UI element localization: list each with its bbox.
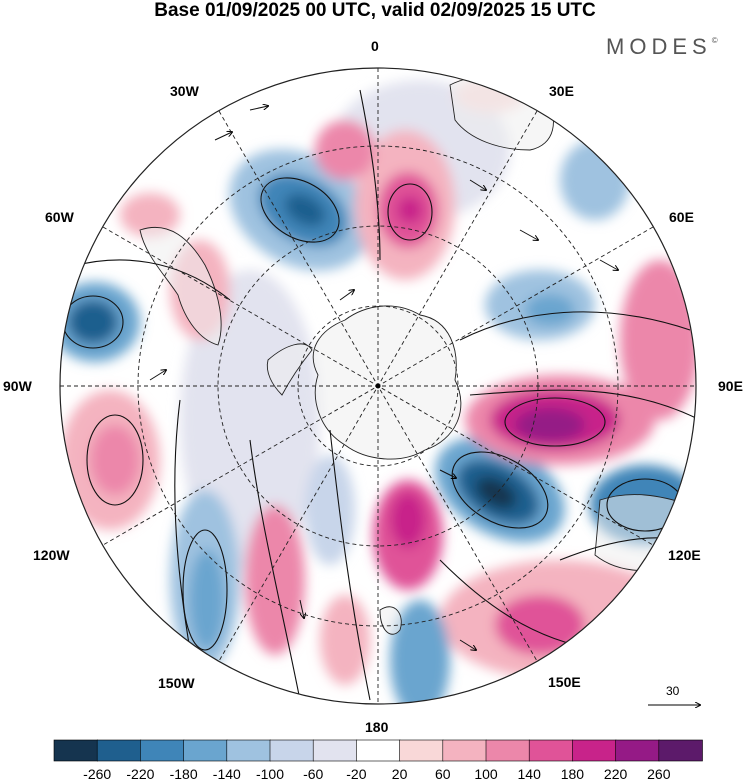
brand-logo: MODES© <box>606 34 718 60</box>
colorbar-swatch <box>269 739 315 762</box>
label-meridian-150e: 150E <box>548 674 581 690</box>
colorbar-swatch <box>399 739 444 762</box>
colorbar-tick-label: 260 <box>647 766 671 782</box>
colorbar-tick-label: -60 <box>303 766 324 782</box>
colorbar-tick-label: -180 <box>169 766 198 782</box>
colorbar-swatch <box>528 739 574 762</box>
colorbar-tick-label: 180 <box>560 766 585 782</box>
coastlines <box>139 75 691 635</box>
colorbar-tick-label: -140 <box>212 766 241 782</box>
label-meridian-150w: 150W <box>158 675 195 691</box>
colorbar-swatch <box>96 739 142 762</box>
label-meridian-120e: 120E <box>668 547 701 563</box>
label-meridian-90w: 90W <box>3 378 32 394</box>
colorbar-swatch <box>226 739 271 762</box>
label-meridian-90e: 90E <box>718 378 743 394</box>
colorbar-swatch <box>658 739 703 762</box>
colorbar-swatch <box>356 739 401 762</box>
colorbar-tick-label: 60 <box>435 766 451 782</box>
colorbar-tick-label: 220 <box>603 766 628 782</box>
colorbar-swatch <box>140 739 185 762</box>
colorbar-tick-label: -220 <box>126 766 155 782</box>
brand-name: MODES <box>606 34 712 59</box>
colorbar-tick-label: -20 <box>346 766 367 782</box>
label-meridian-30w: 30W <box>170 83 199 99</box>
colorbar-swatch <box>53 739 99 762</box>
label-meridian-0: 0 <box>371 38 379 54</box>
label-meridian-60e: 60E <box>669 209 694 225</box>
reference-vector-label: 30 <box>666 684 680 698</box>
map-title: Base 01/09/2025 00 UTC, valid 02/09/2025… <box>154 0 596 21</box>
pole-marker <box>375 383 381 389</box>
label-meridian-30e: 30E <box>549 83 574 99</box>
streamlines <box>60 89 696 701</box>
brand-mark: © <box>711 36 718 45</box>
colorbar-swatch <box>572 739 617 762</box>
label-meridian-180: 180 <box>365 719 389 735</box>
map-border <box>59 67 697 705</box>
colorbar-tick-label: 20 <box>391 766 408 782</box>
colorbar <box>53 739 703 762</box>
colorbar-tick-label: 100 <box>474 766 498 782</box>
colorbar-swatch <box>485 739 531 762</box>
colorbar-swatch <box>312 739 358 762</box>
colorbar-tick-label: -100 <box>255 766 285 782</box>
colorbar-tick-label: 140 <box>517 766 541 782</box>
colorbar-tick-label: -260 <box>83 766 112 782</box>
colorbar-swatch <box>183 739 228 762</box>
label-meridian-120w: 120W <box>33 547 70 563</box>
colorbar-swatch <box>442 739 487 762</box>
field-layer <box>60 68 696 704</box>
colorbar-swatch <box>615 739 660 762</box>
label-meridian-60w: 60W <box>45 209 74 225</box>
